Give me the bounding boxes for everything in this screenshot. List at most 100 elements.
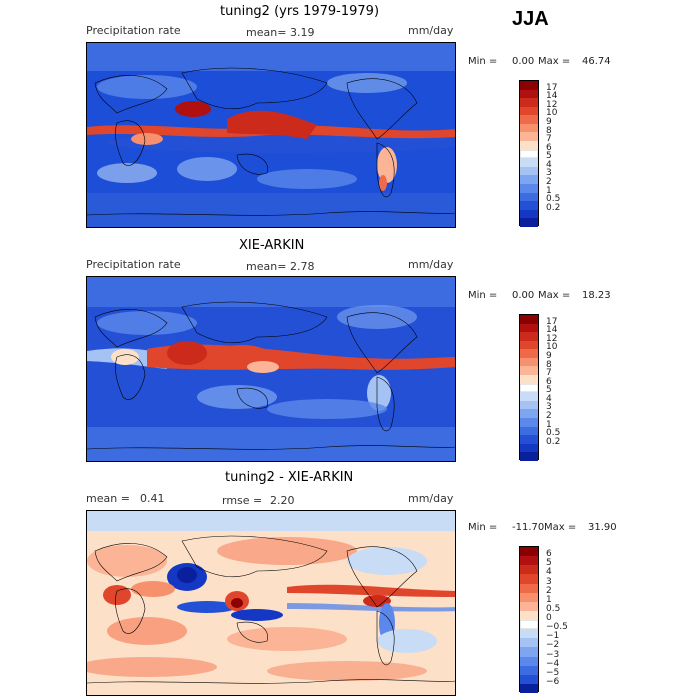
colorbar-segment: [520, 192, 538, 202]
colorbar-segment: [520, 383, 538, 393]
colorbar-segment: [520, 166, 538, 176]
colorbar-tick-label: 0.2: [546, 202, 561, 213]
colorbar-tick-label: 2: [546, 585, 552, 596]
colorbar-segment: [520, 340, 538, 350]
colorbar-tick-label: −5: [546, 667, 560, 678]
colorbar-segment: [520, 565, 538, 575]
colorbar-tick-label: −0.5: [546, 622, 568, 633]
colorbar-tick-label: 0.2: [546, 436, 561, 447]
season-label: JJA: [512, 8, 549, 30]
colorbar-segment: [520, 665, 538, 675]
panel2-units: mm/day: [408, 258, 454, 271]
colorbar-tick-label: 12: [546, 99, 558, 110]
colorbar-segment: [520, 115, 538, 124]
colorbar-tick-label: 12: [546, 333, 558, 344]
panel3-units: mm/day: [408, 492, 454, 505]
colorbar-segment: [520, 574, 538, 584]
colorbar-segment: [520, 674, 538, 684]
colorbar-tick-label: 10: [546, 342, 558, 353]
colorbar-tick-label: 6: [546, 549, 552, 560]
colorbar-segment: [520, 417, 538, 427]
colorbar-segment: [520, 149, 538, 159]
colorbar-tick-label: 4: [546, 159, 552, 170]
colorbar-segment: [520, 81, 538, 90]
colorbar-tick-label: 5: [546, 558, 552, 569]
colorbar-tick-label: 0.5: [546, 194, 561, 205]
panel2-min-value: 0.00: [512, 290, 535, 301]
colorbar-segment: [520, 158, 538, 167]
panel1-min-label: Min =: [468, 56, 498, 67]
colorbar-tick-label: 10: [546, 108, 558, 119]
colorbar-tick-label: 5: [546, 385, 552, 396]
colorbar-segment: [520, 435, 538, 444]
panel3-max-value: 31.90: [588, 522, 617, 533]
colorbar-tick-label: 14: [546, 91, 558, 102]
colorbar-tick-label: −6: [546, 676, 560, 687]
colorbar-segment: [520, 683, 538, 693]
colorbar-segment: [520, 98, 538, 107]
panel3-title: tuning2 - XIE-ARKIN: [225, 470, 354, 485]
panel3-rmse-label: rmse =: [222, 494, 263, 507]
colorbar-tick-label: 3: [546, 168, 552, 179]
colorbar-tick-label: 6: [546, 376, 552, 387]
colorbar-tick-label: 4: [546, 567, 552, 578]
colorbar-segment: [520, 175, 538, 184]
colorbar-segment: [520, 392, 538, 401]
panel3-mean-value: 0.41: [140, 492, 165, 505]
colorbar-tick-label: 2: [546, 177, 552, 188]
colorbar-tick-label: −3: [546, 649, 560, 660]
colorbar-segment: [520, 357, 538, 367]
colorbar-tick-label: 3: [546, 402, 552, 413]
colorbar-segment: [520, 209, 538, 219]
panel1-mean-value: 3.19: [290, 26, 315, 39]
colorbar-tick-label: −1: [546, 631, 560, 642]
colorbar-segment: [520, 629, 538, 639]
colorbar-tick-label: 7: [546, 368, 552, 379]
colorbar-segment: [520, 132, 538, 142]
colorbar-tick-label: 9: [546, 116, 552, 127]
panel3-max-label: Max =: [544, 522, 577, 533]
colorbar-tick-label: 2: [546, 411, 552, 422]
colorbar-tick-label: 0: [546, 613, 552, 623]
panel2-field-label: Precipitation rate: [86, 258, 181, 271]
colorbar-tick-label: 5: [546, 151, 552, 162]
colorbar-segment: [520, 426, 538, 436]
colorbar-tick-label: 6: [546, 142, 552, 153]
colorbar-tick-label: 8: [546, 359, 552, 370]
colorbar-segment: [520, 349, 538, 358]
panel1-min-value: 0.00: [512, 56, 535, 67]
panel3-colorbar: [519, 546, 539, 693]
colorbar-tick-label: 1: [546, 594, 552, 605]
colorbar-tick-label: 1: [546, 185, 552, 196]
colorbar-segment: [520, 547, 538, 557]
colorbar-segment: [520, 443, 538, 453]
colorbar-segment: [520, 218, 538, 227]
colorbar-tick-label: −4: [546, 658, 560, 669]
panel3-rmse-value: 2.20: [270, 494, 295, 507]
colorbar-segment: [520, 183, 538, 193]
colorbar-tick-label: 17: [546, 316, 558, 327]
colorbar-segment: [520, 332, 538, 341]
colorbar-tick-label: 0.5: [546, 428, 561, 439]
panel2-max-label: Max =: [538, 290, 571, 301]
panel1-title: tuning2 (yrs 1979-1979): [220, 4, 380, 19]
colorbar-tick-label: 8: [546, 125, 552, 136]
colorbar-tick-label: 14: [546, 325, 558, 336]
panel3-min-label: Min =: [468, 522, 498, 533]
colorbar-tick-label: 4: [546, 393, 552, 404]
panel2-colorbar: [519, 314, 539, 461]
panel2-mean-value: 2.78: [290, 260, 315, 273]
colorbar-segment: [520, 106, 538, 116]
panel3-map: [86, 510, 456, 696]
panel2-min-label: Min =: [468, 290, 498, 301]
panel1-units: mm/day: [408, 24, 454, 37]
panel3-map-svg: [87, 511, 455, 695]
panel1-max-value: 46.74: [582, 56, 611, 67]
panel2-map: [86, 276, 456, 462]
colorbar-segment: [520, 592, 538, 602]
colorbar-segment: [520, 123, 538, 133]
panel2-max-value: 18.23: [582, 290, 611, 301]
panel1-map: [86, 42, 456, 228]
colorbar-segment: [520, 656, 538, 666]
colorbar-segment: [520, 315, 538, 324]
